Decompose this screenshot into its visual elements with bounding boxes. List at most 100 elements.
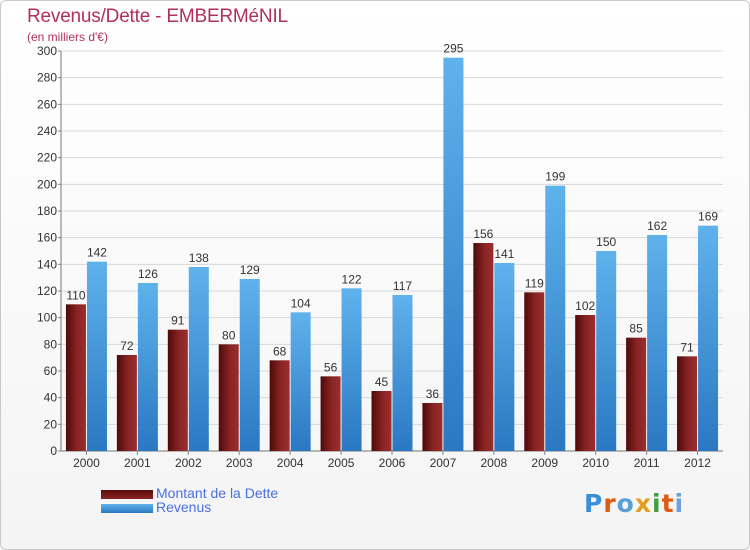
bar-debt-2007 [422,403,443,451]
data-label-debt-2012: 71 [680,340,694,354]
x-tick-label: 2003 [226,456,253,470]
bar-debt-2011 [626,337,647,451]
data-label-debt-2000: 110 [66,288,85,302]
data-label-revenus-2007: 295 [443,42,463,56]
data-label-revenus-2003: 129 [240,263,260,277]
grid-lines [61,50,723,425]
logo-letter: r [603,489,617,518]
bar-revenus-2010 [596,251,617,451]
data-label-revenus-2004: 104 [291,296,311,310]
bar-debt-2005 [320,376,341,451]
data-label-revenus-2005: 122 [342,272,362,286]
bar-revenus-2003 [239,279,260,451]
bar-revenus-2004 [290,312,311,451]
bar-revenus-2011 [647,235,668,451]
legend-item-revenus: Revenus [101,499,401,515]
data-label-debt-2002: 91 [171,314,185,328]
y-tick-label: 220 [37,151,57,165]
data-label-revenus-2010: 150 [596,235,616,249]
logo-letter: t [661,489,675,518]
bar-revenus-2006 [392,295,413,451]
data-label-debt-2001: 72 [120,339,134,353]
y-tick-label: 80 [44,337,58,351]
bar-debt-2006 [371,391,392,451]
x-tick-label: 2012 [684,456,711,470]
legend-item-debt: Montant de la Dette [101,485,401,501]
x-tick-label: 2005 [328,456,355,470]
bar-debt-2008 [473,243,494,451]
y-tick-label: 240 [37,124,57,138]
bar-debt-2000 [65,304,86,451]
x-tick-label: 2006 [379,456,406,470]
proxiti-logo: Proxiti [584,489,684,518]
logo-letter: i [674,489,685,518]
data-label-revenus-2006: 117 [393,279,412,293]
y-tick-label: 180 [37,204,57,218]
y-tick-label: 200 [37,177,57,191]
data-label-debt-2008: 156 [473,227,493,241]
bar-debt-2004 [269,360,290,451]
data-label-revenus-2012: 169 [698,210,718,224]
data-label-debt-2009: 119 [525,276,544,290]
bar-debt-2010 [575,315,596,451]
y-tick-label: 60 [44,364,58,378]
y-tick-label: 20 [44,417,58,431]
data-label-revenus-2002: 138 [189,251,209,265]
y-tick-label: 100 [37,311,57,325]
data-label-revenus-2008: 141 [494,247,514,261]
y-tick-label: 300 [37,44,57,58]
bar-revenus-2008 [494,263,515,451]
y-tick-label: 260 [37,97,57,111]
x-tick-label: 2001 [124,456,151,470]
data-label-revenus-2001: 126 [138,267,158,281]
chart-title: Revenus/Dette - EMBERMéNIL [27,6,288,27]
bars [65,57,719,452]
x-tick-label: 2011 [634,456,660,470]
x-tick-label: 2002 [175,456,202,470]
logo-letter: P [584,489,604,518]
legend-swatch-revenus [101,504,153,513]
x-tick-label: 2000 [73,456,100,470]
data-label-revenus-2009: 199 [545,170,565,184]
bar-revenus-2009 [545,185,566,451]
logo-letter: o [616,489,635,518]
bar-debt-2001 [116,355,137,451]
bar-revenus-2012 [698,225,719,451]
y-tick-label: 120 [37,284,57,298]
y-tick-label: 280 [37,71,57,85]
legend-label-revenus: Revenus [156,499,212,515]
y-tick-label: 40 [44,391,58,405]
data-label-debt-2003: 80 [222,328,236,342]
x-tick-label: 2008 [480,456,507,470]
y-tick-label: 0 [50,444,57,458]
bar-revenus-2000 [86,261,107,451]
bar-debt-2002 [167,329,188,451]
bar-revenus-2005 [341,288,362,451]
legend-swatch-debt [101,490,153,499]
bar-debt-2009 [524,292,545,451]
labels: 0 20 40 60 80 100 120 140 160 180 200 220 240 260 280 3… [37,42,718,470]
chart-subtitle: (en milliers d'€) [27,30,108,44]
x-tick-label: 2009 [531,456,558,470]
y-tick-label: 160 [37,231,57,245]
bar-revenus-2001 [137,283,158,451]
data-label-debt-2004: 68 [273,344,287,358]
x-tick-label: 2010 [582,456,609,470]
x-tick-label: 2007 [430,456,457,470]
data-label-debt-2010: 102 [575,299,595,313]
bar-debt-2012 [677,356,698,451]
x-tick-label: 2004 [277,456,304,470]
data-label-debt-2007: 36 [426,387,440,401]
data-label-revenus-2000: 142 [87,246,107,260]
logo-letter: x [634,489,652,518]
data-label-revenus-2011: 162 [647,219,667,233]
bar-revenus-2002 [188,267,209,451]
bar-debt-2003 [218,344,239,451]
legend-label-debt: Montant de la Dette [156,485,279,501]
y-tick-label: 140 [37,257,57,271]
data-label-debt-2006: 45 [375,375,389,389]
bar-revenus-2007 [443,57,464,452]
data-label-debt-2011: 85 [629,322,643,336]
